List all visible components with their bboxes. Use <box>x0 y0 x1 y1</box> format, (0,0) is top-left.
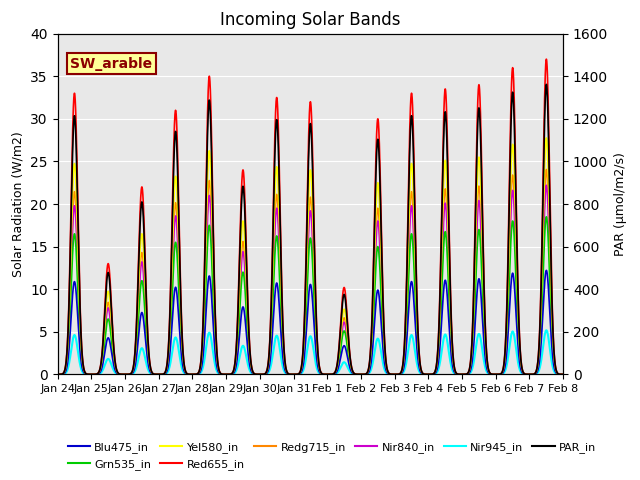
Title: Incoming Solar Bands: Incoming Solar Bands <box>220 11 401 29</box>
Y-axis label: Solar Radiation (W/m2): Solar Radiation (W/m2) <box>12 131 25 277</box>
Y-axis label: PAR (μmol/m2/s): PAR (μmol/m2/s) <box>614 152 627 256</box>
Text: SW_arable: SW_arable <box>70 57 152 71</box>
Legend: Blu475_in, Grn535_in, Yel580_in, Red655_in, Redg715_in, Nir840_in, Nir945_in, PA: Blu475_in, Grn535_in, Yel580_in, Red655_… <box>63 438 601 474</box>
